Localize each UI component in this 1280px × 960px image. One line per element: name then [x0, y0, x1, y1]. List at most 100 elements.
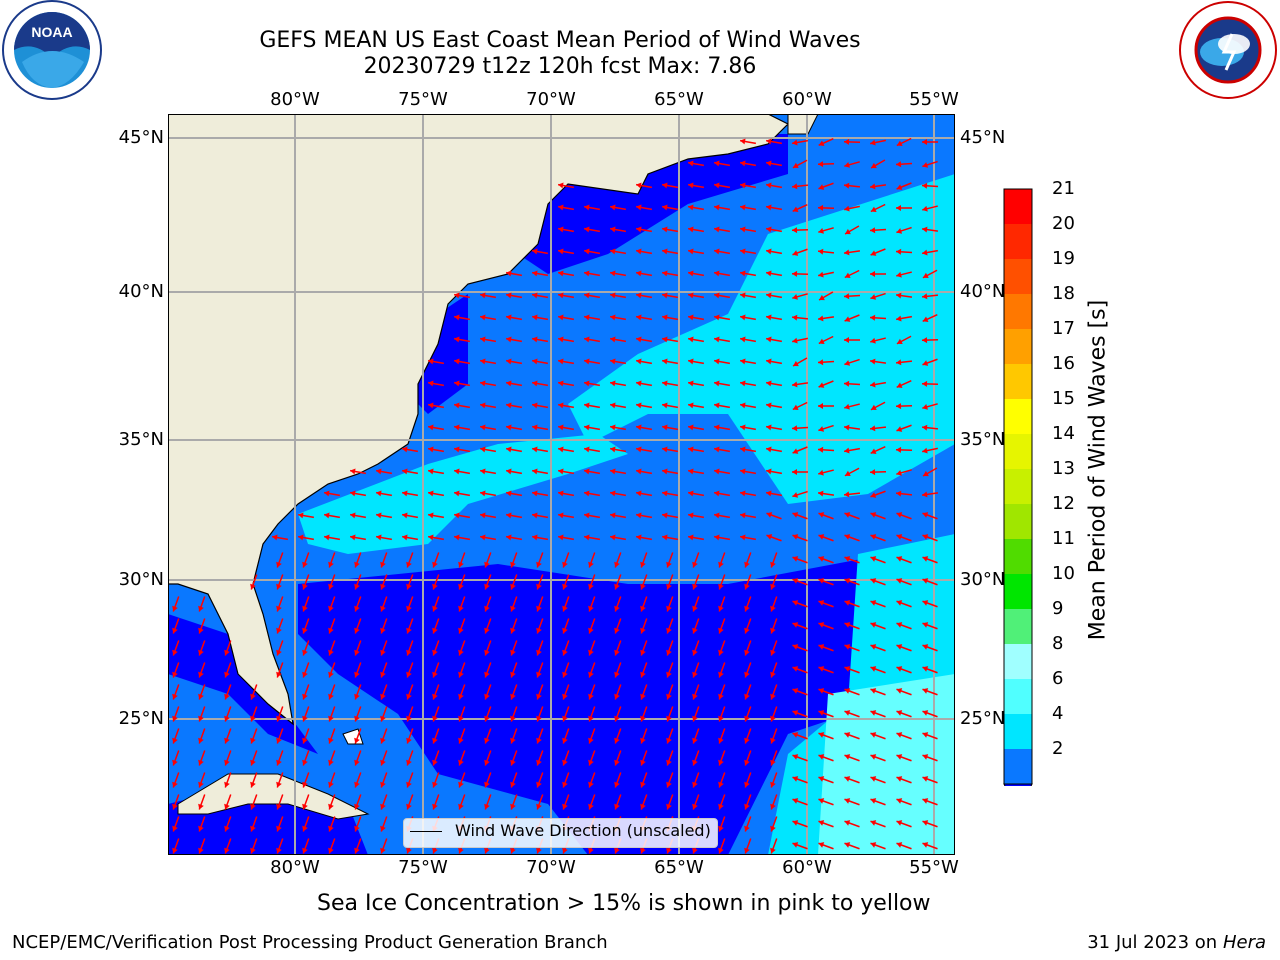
wave-direction-arrow: [896, 469, 912, 476]
wave-direction-arrow: [739, 336, 757, 343]
wave-direction-arrow: [250, 750, 258, 766]
wave-direction-arrow: [614, 574, 622, 590]
wave-direction-arrow: [531, 512, 549, 519]
wave-direction-arrow: [536, 662, 544, 678]
wave-direction-arrow: [818, 776, 834, 784]
wave-direction-arrow: [896, 600, 912, 608]
wave-direction-arrow: [718, 640, 726, 656]
wave-direction-arrow: [224, 662, 232, 678]
wave-direction-arrow: [635, 226, 653, 233]
wave-direction-arrow: [666, 750, 674, 766]
wave-direction-arrow: [635, 336, 653, 343]
wave-direction-arrow: [870, 578, 886, 586]
wave-direction-arrow: [818, 138, 834, 146]
wave-direction-arrow: [505, 468, 523, 475]
wave-direction-arrow: [744, 552, 752, 568]
wave-direction-arrow: [505, 424, 523, 431]
wave-direction-arrow: [843, 249, 861, 256]
wave-direction-arrow: [510, 640, 518, 656]
wave-direction-arrow: [640, 728, 648, 744]
wave-direction-arrow: [870, 688, 886, 696]
wave-direction-arrow: [562, 706, 570, 722]
wave-direction-arrow: [640, 640, 648, 656]
wave-direction-arrow: [375, 468, 393, 475]
wave-direction-arrow: [479, 402, 497, 409]
wave-direction-arrow: [484, 750, 492, 766]
colorbar-tick-label: 10: [1052, 563, 1075, 584]
wave-direction-arrow: [792, 644, 808, 652]
wave-direction-arrow: [844, 688, 860, 696]
wave-direction-arrow: [583, 336, 601, 343]
wave-direction-arrow: [921, 380, 939, 387]
wave-direction-arrow: [792, 666, 808, 674]
colorbar-tick-label: 15: [1052, 388, 1075, 409]
wave-direction-arrow: [380, 772, 388, 788]
wave-direction-arrow: [718, 574, 726, 590]
wave-direction-arrow: [818, 271, 834, 278]
colorbar-segment: [1004, 224, 1032, 259]
wave-direction-arrow: [250, 684, 258, 700]
wave-direction-arrow: [557, 314, 575, 321]
wave-direction-arrow: [744, 662, 752, 678]
wave-direction-arrow: [739, 358, 757, 365]
wave-direction-arrow: [869, 381, 887, 388]
wave-direction-arrow: [744, 706, 752, 722]
wave-direction-arrow: [302, 684, 310, 700]
wave-direction-arrow: [198, 684, 206, 700]
wave-direction-arrow: [224, 640, 232, 656]
wave-direction-arrow: [536, 596, 544, 612]
wave-direction-arrow: [870, 248, 886, 256]
wave-direction-arrow: [692, 618, 700, 634]
wave-direction-arrow: [818, 182, 834, 190]
wave-direction-arrow: [844, 161, 860, 168]
wave-direction-arrow: [588, 794, 596, 810]
wave-direction-arrow: [770, 750, 778, 766]
wave-direction-arrow: [640, 574, 648, 590]
wave-direction-arrow: [302, 706, 310, 722]
wave-direction-arrow: [406, 618, 414, 634]
wave-direction-arrow: [713, 534, 731, 541]
legend-line-sample: [410, 831, 442, 832]
wave-direction-arrow: [713, 314, 731, 321]
wave-direction-arrow: [562, 552, 570, 568]
wave-direction-arrow: [276, 640, 284, 656]
wave-direction-arrow: [844, 358, 860, 366]
wave-direction-arrow: [250, 816, 258, 832]
wave-direction-arrow: [354, 574, 362, 590]
wave-direction-arrow: [895, 490, 913, 497]
wave-direction-arrow: [479, 380, 497, 387]
lon-tick-top: 80°W: [270, 89, 320, 110]
wave-direction-arrow: [922, 776, 938, 784]
wave-direction-arrow: [687, 226, 705, 233]
wave-direction-arrow: [484, 728, 492, 744]
wave-direction-arrow: [224, 728, 232, 744]
wave-direction-arrow: [635, 402, 653, 409]
wave-direction-arrow: [172, 794, 180, 810]
wave-direction-arrow: [640, 552, 648, 568]
wave-direction-arrow: [432, 640, 440, 656]
wave-direction-arrow: [770, 816, 778, 832]
map-gridlines: [168, 114, 955, 855]
wave-direction-arrow: [739, 138, 757, 145]
wave-direction-arrow: [687, 358, 705, 365]
wave-direction-arrow: [869, 314, 887, 321]
wave-direction-arrow: [302, 596, 310, 612]
wave-direction-arrow: [744, 596, 752, 612]
wave-direction-arrow: [172, 772, 180, 788]
wave-direction-arrow: [609, 380, 627, 387]
wave-direction-arrow: [896, 205, 912, 211]
wave-direction-arrow: [453, 534, 471, 541]
wave-direction-arrow: [818, 227, 834, 234]
wave-direction-arrow: [661, 490, 679, 497]
wave-direction-arrow: [661, 512, 679, 519]
wave-direction-arrow: [302, 838, 310, 854]
wave-direction-arrow: [744, 838, 752, 854]
wave-direction-arrow: [818, 403, 834, 409]
wave-direction-arrow: [817, 204, 835, 211]
wave-direction-arrow: [818, 534, 834, 542]
wave-direction-arrow: [921, 249, 939, 256]
wave-direction-arrow: [718, 596, 726, 612]
wave-direction-arrow: [635, 424, 653, 431]
wave-direction-arrow: [635, 446, 653, 453]
wave-direction-arrow: [536, 706, 544, 722]
